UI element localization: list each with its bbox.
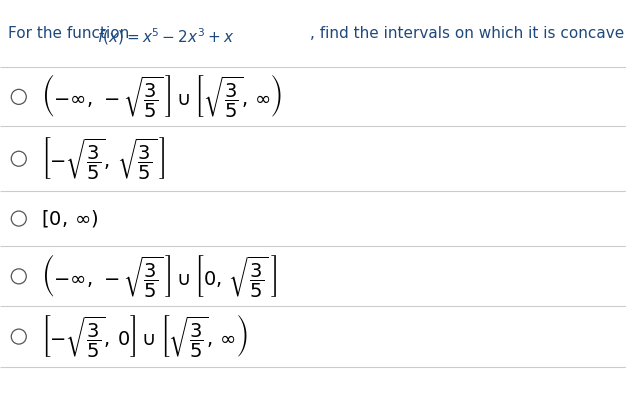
Text: $[0,\,\infty)$: $[0,\,\infty)$ — [41, 208, 98, 229]
Text: $f(x) = x^5 - 2x^3 + x$: $f(x) = x^5 - 2x^3 + x$ — [97, 26, 234, 47]
Text: $\left[-\sqrt{\dfrac{3}{5}},\,\sqrt{\dfrac{3}{5}}\,\right]$: $\left[-\sqrt{\dfrac{3}{5}},\,\sqrt{\dfr… — [41, 136, 165, 182]
Text: , find the intervals on which it is concave up.: , find the intervals on which it is conc… — [310, 26, 626, 42]
Text: $\left[-\sqrt{\dfrac{3}{5}},\,0\right] \cup \left[\sqrt{\dfrac{3}{5}},\,\infty\r: $\left[-\sqrt{\dfrac{3}{5}},\,0\right] \… — [41, 313, 247, 360]
Text: $\left(-\infty,\,-\sqrt{\dfrac{3}{5}}\,\right] \cup \left[0,\,\sqrt{\dfrac{3}{5}: $\left(-\infty,\,-\sqrt{\dfrac{3}{5}}\,\… — [41, 253, 277, 300]
Text: $\left(-\infty,\,-\sqrt{\dfrac{3}{5}}\,\right] \cup \left[\sqrt{\dfrac{3}{5}},\,: $\left(-\infty,\,-\sqrt{\dfrac{3}{5}}\,\… — [41, 73, 282, 120]
Text: For the function: For the function — [8, 26, 134, 42]
